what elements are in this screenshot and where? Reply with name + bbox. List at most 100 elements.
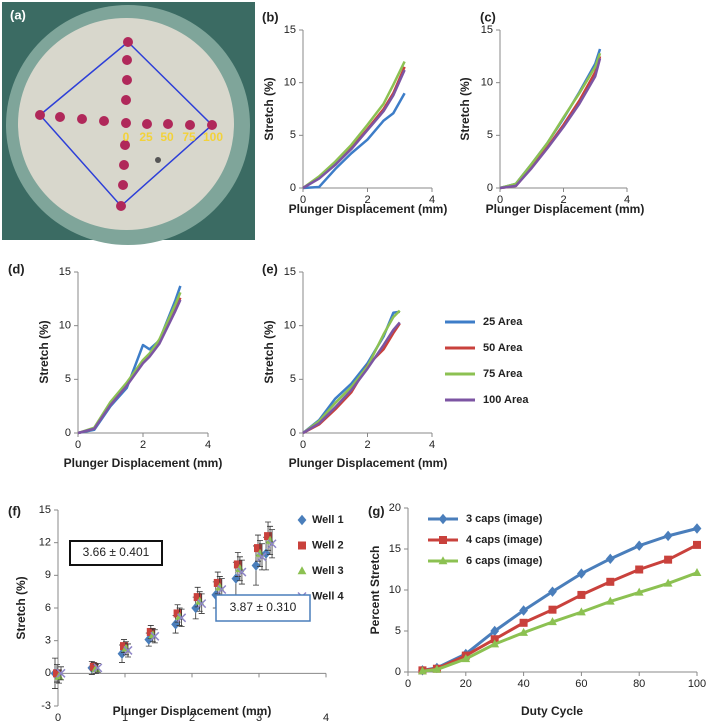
x-tick-label: 0 [405,678,411,690]
y-tick-label: 0 [45,667,51,679]
marker [432,664,442,673]
marker [117,648,127,659]
photo-mark: 100 [203,130,223,144]
y-axis-title: Percent Stretch [368,546,382,635]
line [302,66,406,190]
line [302,69,406,190]
x-tick-label: 100 [688,678,706,690]
line [422,527,698,672]
legend-label: 25 Area [483,316,523,328]
legend-label: 6 caps (image) [466,555,543,567]
marker [548,617,557,626]
marker [634,587,644,596]
line [499,48,602,190]
marker [418,666,427,675]
photo-mark: 50 [160,130,174,144]
marker [577,590,586,599]
marker [231,573,241,584]
legend-label: 4 caps (image) [466,534,543,546]
photo-mark: 0 [123,130,130,144]
x-tick-label: 20 [460,678,472,690]
x-axis-title: Plunger Displacement (mm) [289,202,448,216]
x-tick-label: 0 [300,439,306,451]
marker [146,627,155,636]
y-tick-label: 0 [487,182,493,194]
x-tick-label: 0 [497,194,503,206]
line [302,321,401,435]
x-tick-label: 4 [624,194,630,206]
y-tick-label: 0 [290,427,296,439]
marker [519,605,528,616]
y-tick-label: 15 [389,543,401,555]
legend-label: Well 4 [312,590,344,602]
line [302,309,401,435]
line [77,299,182,435]
y-tick-label: 15 [284,24,296,36]
y-tick-label: 0 [65,427,71,439]
y-tick-label: 15 [481,24,493,36]
marker [193,593,202,602]
panel-label: (f) [8,503,21,518]
annotation-box [69,540,163,566]
x-tick-label: 0 [55,712,61,724]
y-tick-label: 10 [284,320,296,332]
y-tick-label: 9 [45,569,51,581]
photo-marks: 0 25 50 75 100 [123,130,224,144]
line [77,291,182,435]
marker [217,584,227,595]
photo-mark: 25 [139,130,153,144]
legend-label: Well 3 [312,565,344,577]
marker [251,560,261,571]
annotation: 3.87 ± 0.310 [230,600,297,614]
legend-label: Well 2 [312,539,344,551]
y-tick-label: 15 [39,504,51,516]
x-tick-label: 80 [633,678,645,690]
marker [461,654,471,663]
y-tick-label: 15 [284,266,296,278]
marker [254,544,262,553]
marker [150,631,160,641]
marker [606,577,615,586]
panel-label: (b) [262,9,279,24]
marker [257,552,267,562]
marker [692,567,702,576]
marker [634,540,644,551]
x-axis-title: Duty Cycle [521,704,583,718]
legend-label: 100 Area [483,394,529,406]
marker [664,555,673,564]
y-tick-label: 5 [65,373,71,385]
marker [197,599,207,609]
marker [237,567,247,577]
x-tick-label: 0 [75,439,81,451]
y-tick-label: 0 [290,182,296,194]
speck [155,157,161,163]
marker [56,668,66,678]
legend-label: 3 caps (image) [466,513,543,525]
x-tick-label: 4 [205,439,211,451]
y-tick-label: 12 [39,537,51,549]
x-tick-label: 2 [140,439,146,451]
x-tick-label: 3 [256,712,262,724]
annotation-box [215,594,311,622]
panel-label: (d) [8,261,25,276]
panel-label: (c) [480,9,496,24]
marker [692,523,702,534]
marker [123,645,133,655]
x-axis-title: Plunger Displacement (mm) [289,456,448,470]
y-tick-label: 10 [284,77,296,89]
marker [577,607,586,616]
marker [519,627,528,636]
annotation: 3.66 ± 0.401 [83,545,150,559]
marker [693,540,701,549]
y-tick-label: 20 [389,502,401,514]
dots [35,37,217,211]
marker [635,565,644,574]
marker [548,605,557,614]
x-tick-label: 4 [429,439,435,451]
photo-mark: 75 [182,130,196,144]
line [302,322,401,435]
x-tick-label: 4 [323,712,329,724]
marker [438,513,448,525]
legend-label: Well 1 [312,514,344,526]
